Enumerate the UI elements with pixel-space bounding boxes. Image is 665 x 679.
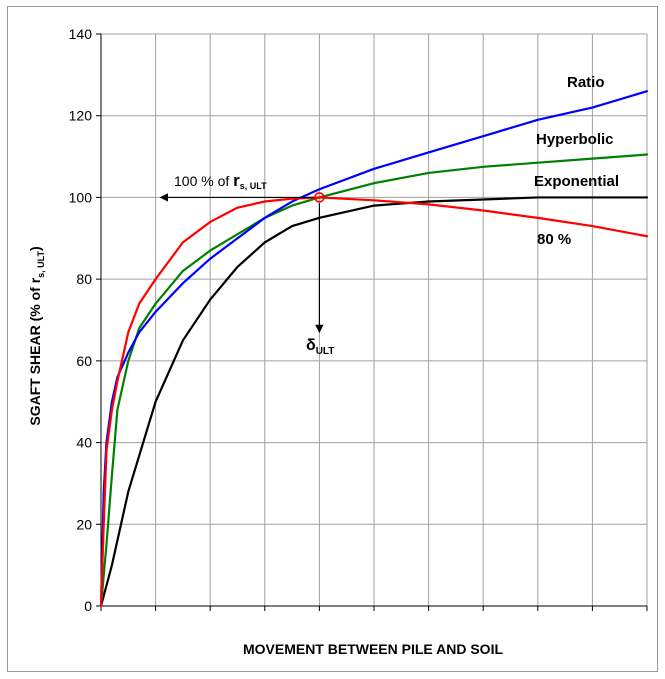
ultimate-point-marker: [314, 192, 325, 203]
annotation-r-sub: s, ULT: [240, 181, 267, 191]
series-label-exponential: Exponential: [534, 173, 619, 190]
grid: [100, 33, 648, 607]
y-tick-label-3: 60: [76, 353, 92, 369]
series-label-80-percent: 80 %: [537, 231, 571, 248]
series-line-exponential: [99, 196, 649, 608]
y-tick-label-7: 140: [69, 26, 93, 42]
series-line-hyperbolic: [99, 153, 649, 608]
annotation-r: r: [233, 171, 240, 190]
y-tick-label-1: 20: [76, 516, 92, 532]
series-label-ratio: Ratio: [567, 74, 605, 91]
y-axis-label-main: SGAFT SHEAR (% of r: [27, 277, 43, 425]
y-tick-label-0: 0: [84, 598, 92, 614]
y-axis-label-sub: s, ULT: [36, 251, 46, 278]
series-label-hyperbolic: Hyperbolic: [536, 131, 614, 148]
annotation-delta: δ: [306, 337, 316, 354]
y-tick-label-4: 80: [76, 271, 92, 287]
series-line-80: [99, 196, 649, 608]
x-axis-ticks: [100, 606, 648, 611]
y-tick-label-5: 100: [69, 189, 93, 205]
y-tick-label-6: 120: [69, 108, 93, 124]
annotation-delta-ult: δULT: [306, 337, 334, 357]
series-line-ratio: [99, 90, 649, 608]
annotation-100-percent: 100 % of rs, ULT: [174, 171, 267, 191]
y-axis-label-tail: ): [27, 246, 43, 251]
annotation-100-percent-text: 100 % of: [174, 173, 233, 189]
y-axis-label: SGAFT SHEAR (% of rs, ULT): [27, 246, 46, 425]
y-tick-label-2: 40: [76, 435, 92, 451]
y-axis-ticks: 0 20 40 60 80 100 120 140: [69, 26, 101, 614]
annotation-delta-sub: ULT: [316, 346, 335, 357]
annotations: [159, 192, 325, 334]
series-lines: [99, 90, 649, 608]
x-axis-label: MOVEMENT BETWEEN PILE AND SOIL: [243, 641, 503, 657]
